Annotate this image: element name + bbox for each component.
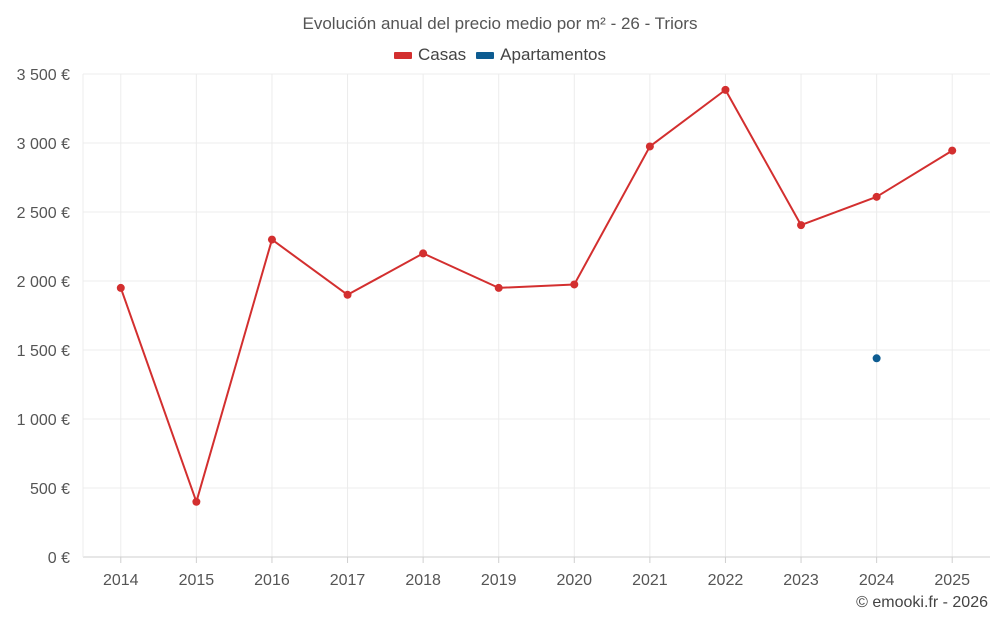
y-tick-label: 1 500 € [17,343,70,360]
data-point-casas [721,85,730,94]
chart-title: Evolución anual del precio medio por m² … [302,14,698,33]
x-tick-label: 2023 [783,572,819,589]
data-point-casas [797,221,806,230]
data-point-casas [645,142,654,151]
y-tick-label: 2 500 € [17,205,70,222]
x-tick-label: 2020 [556,572,592,589]
x-tick-label: 2021 [632,572,668,589]
legend-swatch-casas [393,51,412,59]
series-line-casas [119,88,953,503]
x-tick-label: 2014 [103,572,139,589]
x-tick-label: 2024 [859,572,895,589]
x-tick-label: 2016 [254,572,290,589]
data-point-apartamentos [872,354,881,363]
data-point-casas [192,497,201,506]
y-tick-label: 3 500 € [17,67,70,84]
data-point-casas [419,249,428,258]
data-point-casas [948,146,957,155]
data-point-casas [343,290,352,299]
y-tick-label: 3 000 € [17,136,70,153]
y-tick-label: 1 000 € [17,412,70,429]
x-tick-label: 2015 [179,572,215,589]
credit-text: © emooki.fr - 2026 [856,594,988,611]
data-point-casas [570,280,579,289]
legend-item-apartamentos[interactable]: Apartamentos [476,45,606,65]
y-tick-label: 2 000 € [17,274,70,291]
legend: Casas Apartamentos [0,45,1000,65]
x-tick-label: 2018 [405,572,441,589]
x-tick-label: 2022 [708,572,744,589]
legend-swatch-apartamentos [476,51,495,59]
data-point-casas [116,283,125,292]
data-point-casas [267,235,276,244]
data-point-casas [872,192,881,201]
x-tick-label: 2017 [330,572,366,589]
legend-label-apartamentos: Apartamentos [500,45,607,64]
x-tick-label: 2019 [481,572,517,589]
y-tick-label: 500 € [30,481,70,498]
legend-item-casas[interactable]: Casas [393,45,467,65]
y-tick-label: 0 € [48,550,70,567]
legend-label-casas: Casas [417,45,467,64]
data-point-casas [494,283,503,292]
x-tick-label: 2025 [934,572,970,589]
